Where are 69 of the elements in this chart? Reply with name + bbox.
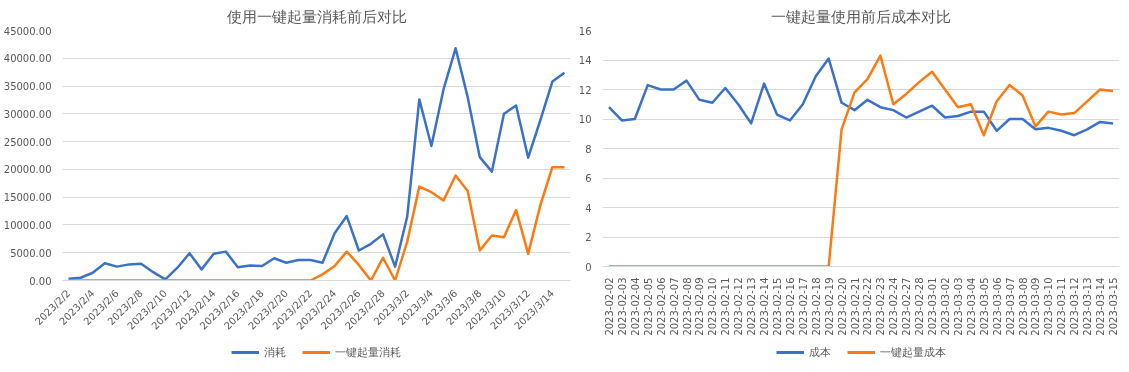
x-tick-label: 2023-02-21: [849, 277, 861, 336]
x-tick-label: 2023-03-14: [1095, 277, 1107, 336]
x-tick-label: 2023-02-08: [681, 277, 693, 336]
y-tick-label: 30000.00: [3, 108, 52, 120]
legend-label: 成本: [808, 344, 831, 360]
x-tick-label: 2023-03-15: [1108, 277, 1120, 336]
chart-title: 使用一键起量消耗前后对比: [226, 7, 407, 26]
x-tick-label: 2023-02-07: [668, 277, 680, 336]
x-tick-label: 2023-02-17: [797, 277, 809, 336]
x-tick-label: 2023-02-03: [616, 277, 628, 336]
x-tick-label: 2023-02-28: [914, 277, 926, 336]
x-tick-label: 2023-02-22: [862, 277, 874, 336]
x-tick-label: 2023-02-09: [694, 277, 706, 336]
x-tick-label: 2023-03-05: [978, 277, 990, 336]
y-tick-label: 6: [585, 173, 592, 184]
x-tick-label: 2023-02-12: [733, 277, 745, 336]
x-tick-label: 2023-02-19: [823, 277, 835, 336]
y-tick-label: 25000.00: [3, 136, 52, 148]
x-tick-label: 2023-03-04: [965, 277, 977, 336]
x-tick-label: 2023-02-16: [784, 277, 796, 336]
x-tick-label: 2023-02-13: [746, 277, 758, 336]
y-tick-label: 0.00: [29, 275, 52, 287]
y-tick-label: 2: [585, 232, 592, 243]
y-tick-label: 45000.00: [3, 25, 52, 37]
x-tick-label: 2023-02-20: [836, 277, 848, 336]
legend-label: 一键起量消耗: [335, 344, 401, 360]
y-tick-label: 4: [585, 202, 592, 214]
x-tick-label: 2023-03-10: [1043, 277, 1055, 336]
chart-title: 一键起量使用前后成本对比: [771, 7, 951, 26]
y-tick-label: 14: [578, 55, 592, 66]
x-tick-label: 2023-03-01: [927, 277, 939, 336]
y-tick-label: 8: [585, 143, 592, 155]
line-series: [67, 165, 566, 281]
x-tick-label: 2023-02-11: [720, 277, 732, 336]
x-tick-label: 2023-03-02: [940, 277, 952, 336]
x-tick-label: 2023-02-18: [810, 277, 822, 336]
x-tick-label: 2023-03-08: [1017, 277, 1029, 336]
y-tick-label: 20000.00: [3, 164, 52, 176]
legend-label: 消耗: [264, 344, 286, 360]
x-tick-label: 2023-03-12: [1069, 277, 1081, 336]
x-tick-label: 2023-03-07: [1004, 277, 1016, 336]
x-tick-label: 2023-02-02: [603, 277, 615, 336]
y-tick-label: 10000.00: [3, 219, 52, 231]
y-tick-label: 40000.00: [3, 53, 52, 65]
line-series: [67, 47, 566, 281]
x-tick-label: 2023-02-14: [759, 277, 771, 336]
x-tick-label: 2023-02-06: [655, 277, 667, 336]
x-tick-label: 2023-03-13: [1082, 277, 1094, 336]
x-tick-label: 2023-02-27: [901, 277, 913, 336]
x-tick-label: 2023-03-09: [1030, 277, 1042, 336]
legend-label: 一键起量成本: [879, 344, 946, 360]
x-tick-label: 2023-03-11: [1056, 277, 1068, 336]
y-tick-label: 15000.00: [3, 192, 52, 204]
x-tick-label: 2023-02-23: [875, 277, 887, 336]
x-tick-label: 2023-03-06: [991, 277, 1003, 336]
y-tick-label: 0: [585, 261, 592, 273]
x-tick-label: 2023-02-05: [642, 277, 654, 336]
y-tick-label: 5000.00: [10, 247, 52, 259]
x-tick-label: 2023-02-24: [888, 277, 900, 336]
x-tick-label: 2023-02-10: [707, 277, 719, 336]
y-tick-label: 35000.00: [3, 81, 52, 93]
line-series: [607, 57, 1115, 137]
y-tick-label: 10: [578, 114, 592, 125]
line-series: [607, 54, 1115, 267]
y-tick-label: 16: [578, 25, 592, 37]
x-tick-label: 2023-02-15: [771, 277, 783, 336]
x-tick-label: 2023-03-03: [952, 277, 964, 336]
x-tick-label: 2023-02-04: [629, 277, 641, 336]
y-tick-label: 12: [578, 84, 592, 96]
